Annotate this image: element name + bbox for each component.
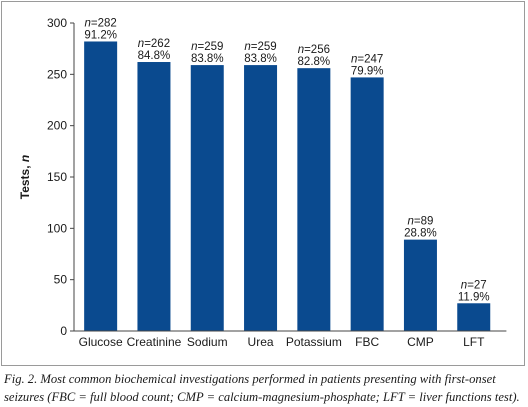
- bar-potassium: [297, 68, 331, 331]
- bar-chart: 0 50 100 150 200 250 300 Tests, n Glucose n=28291…: [18, 16, 507, 349]
- y-tick-label: 150: [47, 170, 67, 184]
- y-tick-label: 200: [47, 119, 67, 133]
- figure-caption: Fig. 2. Most common biochemical investig…: [4, 372, 520, 404]
- data-label-n: n=89: [407, 216, 433, 228]
- data-label-n: n=282: [84, 17, 116, 29]
- data-label-n: n=27: [461, 279, 487, 291]
- bar-glucose: [84, 41, 118, 331]
- y-tick-label: 300: [47, 16, 67, 30]
- data-label-n: n=259: [191, 41, 223, 53]
- data-label-n: n=259: [244, 41, 276, 53]
- data-label-n: n=256: [298, 44, 330, 56]
- data-label-percent: 83.8%: [244, 53, 277, 65]
- bar-fbc: [350, 77, 384, 331]
- x-tick-label: CMP: [407, 335, 434, 349]
- x-tick-label: FBC: [355, 335, 379, 349]
- data-label-percent: 83.8%: [191, 53, 224, 65]
- y-tick-label: 0: [60, 324, 67, 338]
- data-label-percent: 28.8%: [404, 228, 437, 240]
- data-label-percent: 11.9%: [458, 291, 490, 303]
- data-label-n: n=262: [138, 38, 170, 50]
- data-label-percent: 82.8%: [298, 56, 331, 68]
- data-label-n: n=247: [351, 53, 383, 65]
- data-label-percent: 79.9%: [351, 65, 384, 77]
- y-axis-title: Tests, n: [18, 155, 32, 199]
- x-tick-label: Glucose: [79, 335, 123, 349]
- y-tick-label: 250: [47, 67, 67, 81]
- x-tick-label: Urea: [248, 335, 274, 349]
- figure-frame: 0 50 100 150 200 250 300 Tests, n Glucose n=282 91…: [1, 1, 525, 366]
- x-tick-label: Sodium: [187, 335, 228, 349]
- x-tick-label: Creatinine: [127, 335, 182, 349]
- bar-lft: [457, 303, 491, 331]
- bar-cmp: [403, 239, 437, 331]
- bar-urea: [244, 65, 278, 332]
- bar-creatinine: [137, 62, 171, 331]
- y-tick-label: 100: [47, 221, 67, 235]
- x-tick-label: Potassium: [286, 335, 342, 349]
- x-tick-label: LFT: [463, 335, 485, 349]
- data-label-percent: 91.2%: [84, 29, 117, 41]
- bar-sodium: [190, 65, 224, 332]
- y-tick-label: 50: [54, 273, 68, 287]
- data-label-percent: 84.8%: [138, 50, 171, 62]
